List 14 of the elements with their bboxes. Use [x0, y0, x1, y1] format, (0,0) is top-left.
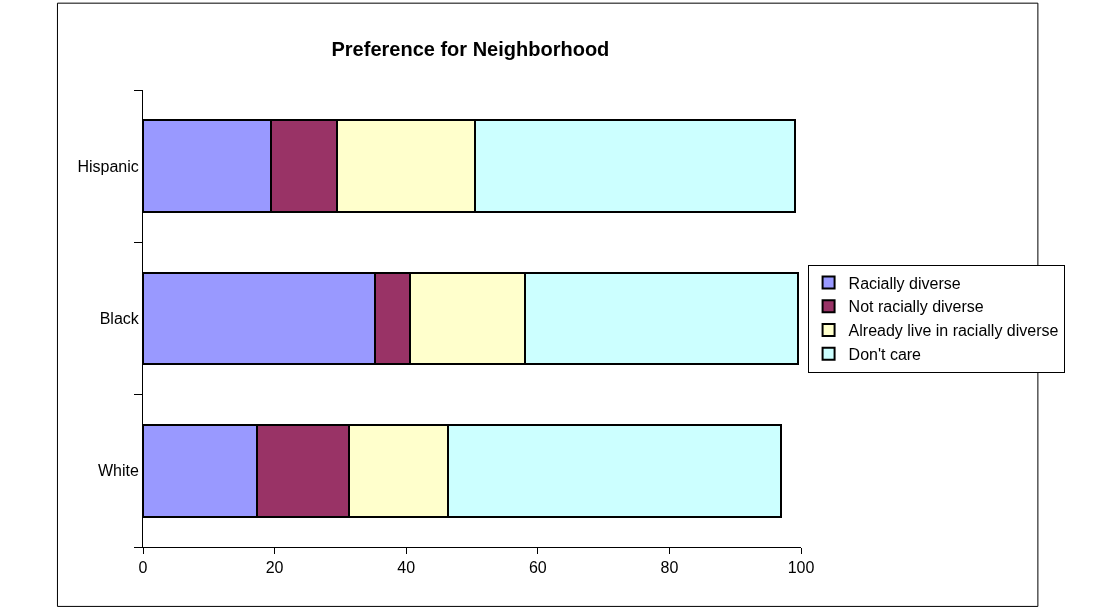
y-tick-label: Black	[99, 310, 140, 328]
x-tick-label: 40	[397, 559, 416, 577]
x-tick-label: 0	[138, 559, 148, 577]
legend-label: Already live in racially diverse	[848, 322, 1059, 340]
y-tick-label: Hispanic	[77, 157, 139, 175]
legend-label: Don't care	[848, 346, 922, 364]
chart-title: Preference for Neighborhood	[331, 38, 610, 61]
y-tick-label: White	[97, 462, 139, 480]
x-tick-label: 100	[787, 559, 815, 577]
x-tick-label: 20	[265, 559, 284, 577]
legend-label: Racially diverse	[848, 274, 961, 292]
x-tick-label: 60	[528, 559, 547, 577]
x-tick-label: 80	[660, 559, 679, 577]
legend-label: Not racially diverse	[848, 298, 984, 316]
